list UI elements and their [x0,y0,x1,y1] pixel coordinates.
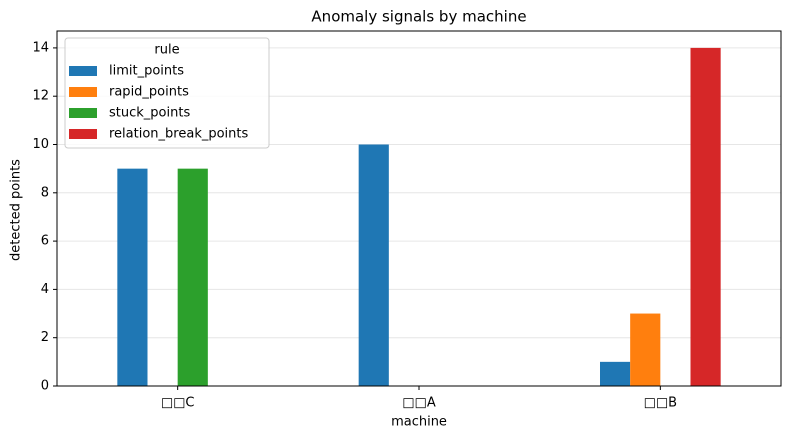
legend-label: limit_points [109,64,184,79]
x-tick-label: □□C [161,396,195,411]
bar [690,47,721,387]
legend-swatch [69,66,97,76]
legend-swatch [69,87,97,97]
y-tick-label: 6 [41,234,49,249]
chart-title: Anomaly signals by machine [311,8,526,26]
legend-label: stuck_points [109,106,190,121]
y-tick-label: 2 [41,330,49,345]
bar [117,168,148,386]
legend-swatch [69,129,97,139]
legend-label: relation_break_points [109,127,248,142]
y-tick-label: 10 [32,137,49,152]
legend-label: rapid_points [109,85,189,100]
bar [177,168,208,386]
legend-box [64,37,270,149]
y-tick-label: 0 [41,379,49,394]
legend-swatch [69,108,97,118]
y-tick-label: 4 [41,282,49,297]
bar [600,361,631,386]
bar [630,313,661,386]
x-tick-label: □□B [644,396,677,411]
y-tick-label: 8 [41,185,49,200]
legend: rule limit_points rapid_points stuck_points… [64,37,270,149]
legend-title: rule [154,43,179,58]
x-tick-label: □□A [402,396,436,411]
plot-frame [56,30,782,387]
y-tick-label: 12 [32,89,49,104]
bar [358,144,389,386]
x-axis-label: machine [391,415,447,430]
y-axis-label: detected points [9,159,24,261]
y-tick-label: 14 [32,40,49,55]
